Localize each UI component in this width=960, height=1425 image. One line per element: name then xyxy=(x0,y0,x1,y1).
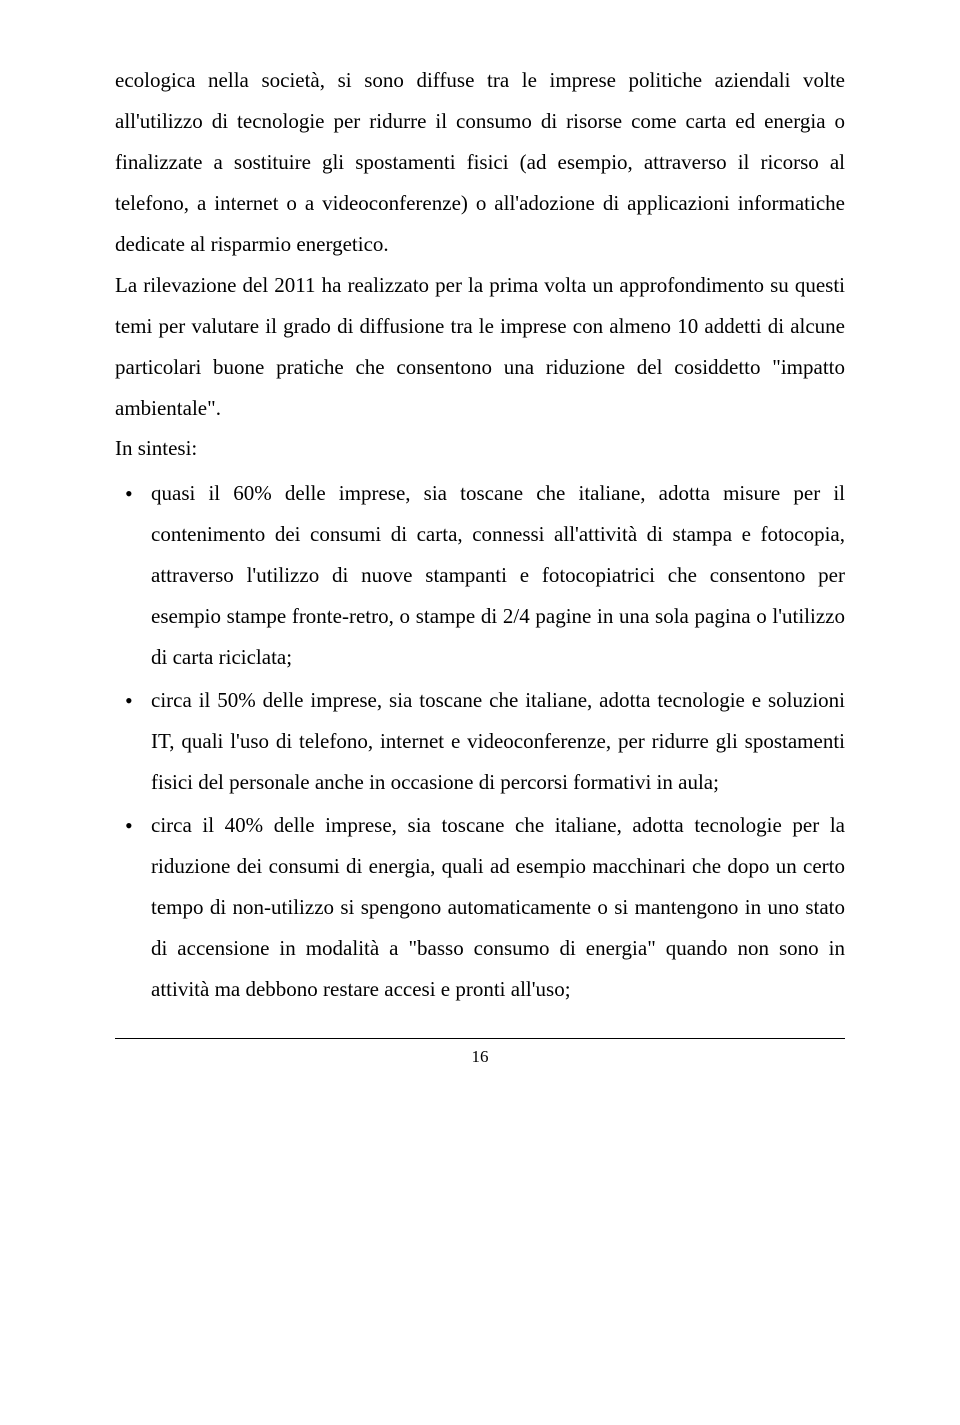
body-paragraph: ecologica nella società, si sono diffuse… xyxy=(115,60,845,265)
list-item: circa il 50% delle imprese, sia toscane … xyxy=(151,680,845,803)
page-number: 16 xyxy=(472,1047,489,1066)
body-paragraph: In sintesi: xyxy=(115,428,845,469)
bullet-list: quasi il 60% delle imprese, sia toscane … xyxy=(115,473,845,1009)
body-paragraph: La rilevazione del 2011 ha realizzato pe… xyxy=(115,265,845,429)
list-item: circa il 40% delle imprese, sia toscane … xyxy=(151,805,845,1010)
list-item: quasi il 60% delle imprese, sia toscane … xyxy=(151,473,845,678)
page-footer: 16 xyxy=(115,1038,845,1067)
